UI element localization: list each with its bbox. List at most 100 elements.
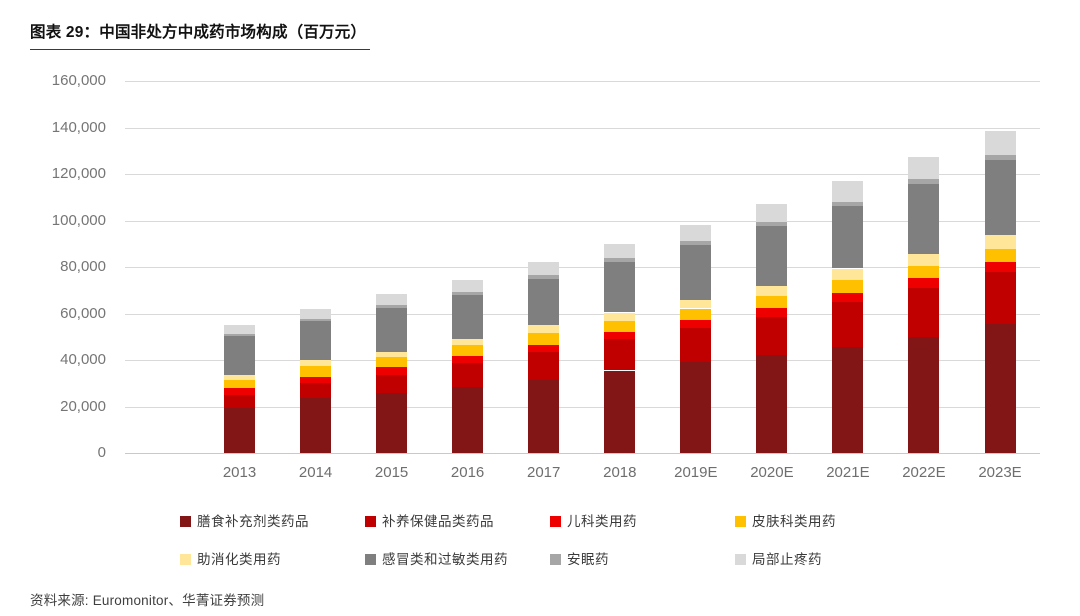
gridline-80000 (125, 267, 1040, 268)
bar-segment-2014-儿科类用药 (300, 376, 332, 384)
bar-segment-2021E-皮肤科类用药 (832, 280, 864, 293)
bar-segment-2022E-感冒类和过敏类用药 (908, 184, 940, 255)
bar-segment-2017-膳食补充剂类药品 (528, 380, 560, 453)
legend-item-补养保健品类药品: 补养保健品类药品 (365, 510, 494, 529)
legend-label: 皮肤科类用药 (752, 514, 836, 529)
bar-segment-2014-皮肤科类用药 (300, 366, 332, 377)
bar-segment-2015-补养保健品类药品 (376, 374, 408, 394)
gridline-100000 (125, 220, 1040, 222)
bar-segment-2021E-补养保健品类药品 (832, 301, 864, 347)
bar-segment-2018-安眠药 (604, 258, 636, 262)
x-axis-label-2016: 2016 (450, 464, 485, 481)
bar-segment-2013-安眠药 (224, 333, 255, 337)
bar-segment-2020E-儿科类用药 (756, 308, 788, 317)
bar-segment-2013-儿科类用药 (224, 388, 255, 396)
bar-segment-2022E-助消化类用药 (908, 254, 940, 267)
bar-segment-2014-助消化类用药 (300, 360, 332, 366)
bar-segment-2022E-皮肤科类用药 (908, 266, 940, 279)
x-axis-label-2020E: 2020E (750, 464, 794, 481)
bar-segment-2021E-儿科类用药 (832, 292, 864, 302)
bar-segment-2013-皮肤科类用药 (224, 380, 255, 389)
legend-swatch-icon (180, 554, 191, 565)
bar-segment-2019E-膳食补充剂类药品 (680, 361, 712, 453)
bar-segment-2013-补养保健品类药品 (224, 395, 255, 409)
legend-item-儿科类用药: 儿科类用药 (550, 510, 637, 529)
legend-item-安眠药: 安眠药 (550, 548, 609, 567)
legend-swatch-icon (550, 516, 561, 527)
bar-segment-2016-膳食补充剂类药品 (452, 386, 484, 453)
x-axis-label-2013: 2013 (222, 464, 257, 481)
bar-segment-2023E-膳食补充剂类药品 (984, 324, 1016, 453)
bar-segment-2020E-助消化类用药 (756, 286, 788, 297)
bar-segment-2021E-助消化类用药 (832, 268, 864, 281)
x-axis-label-2017: 2017 (527, 464, 561, 481)
gridline-120000 (125, 174, 1040, 175)
bar-segment-2022E-安眠药 (908, 179, 940, 185)
bar-segment-2017-助消化类用药 (528, 324, 560, 334)
legend-swatch-icon (735, 554, 746, 565)
bar-segment-2016-补养保健品类药品 (452, 362, 484, 387)
legend-label: 儿科类用药 (567, 514, 637, 529)
x-axis-label-2019E: 2019E (674, 464, 718, 481)
bar-segment-2019E-局部止疼药 (680, 224, 712, 241)
legend-item-感冒类和过敏类用药: 感冒类和过敏类用药 (365, 548, 508, 567)
legend-label: 助消化类用药 (197, 552, 281, 567)
bar-segment-2020E-膳食补充剂类药品 (756, 355, 788, 453)
legend-swatch-icon (550, 554, 561, 565)
bar-segment-2016-安眠药 (452, 292, 484, 296)
legend-item-局部止疼药: 局部止疼药 (735, 548, 822, 567)
bar-segment-2018-助消化类用药 (604, 312, 636, 321)
y-axis-label-100000: 100,000 (51, 211, 106, 229)
bar-segment-2014-局部止疼药 (300, 309, 332, 319)
bar-segment-2018-局部止疼药 (604, 243, 636, 259)
bar-segment-2019E-儿科类用药 (680, 320, 712, 329)
bar-segment-2013-感冒类和过敏类用药 (224, 336, 255, 375)
y-axis-label-140000: 140,000 (51, 118, 106, 136)
bar-segment-2023E-补养保健品类药品 (984, 271, 1016, 324)
bar-segment-2017-安眠药 (528, 275, 560, 279)
bar-segment-2018-感冒类和过敏类用药 (604, 261, 636, 313)
bar-segment-2023E-安眠药 (984, 154, 1016, 161)
x-axis-label-2021E: 2021E (826, 464, 870, 481)
y-axis-label-40000: 40,000 (60, 351, 106, 368)
gridline-60000 (125, 313, 1040, 315)
bar-segment-2013-助消化类用药 (224, 375, 255, 380)
bar-segment-2013-膳食补充剂类药品 (224, 408, 255, 453)
bar-segment-2016-局部止疼药 (452, 279, 484, 293)
gridline-20000 (125, 406, 1040, 408)
bar-segment-2017-感冒类和过敏类用药 (528, 278, 560, 325)
bar-segment-2018-儿科类用药 (604, 332, 636, 339)
bar-segment-2014-安眠药 (300, 318, 332, 322)
legend-label: 安眠药 (567, 552, 609, 567)
bar-segment-2016-皮肤科类用药 (452, 345, 484, 356)
bar-segment-2015-儿科类用药 (376, 367, 408, 375)
y-axis-label-160000: 160,000 (51, 72, 106, 89)
bar-segment-2016-感冒类和过敏类用药 (452, 295, 484, 340)
chart-title: 图表 29：中国非处方中成药市场构成（百万元） (30, 20, 371, 50)
bar-segment-2019E-补养保健品类药品 (680, 328, 712, 362)
bar-segment-2017-皮肤科类用药 (528, 333, 560, 345)
bar-segment-2019E-助消化类用药 (680, 300, 712, 309)
x-axis-label-2014: 2014 (298, 464, 333, 481)
bar-segment-2017-局部止疼药 (528, 261, 560, 276)
gridline-0 (125, 453, 1040, 454)
y-axis-label-80000: 80,000 (60, 258, 106, 275)
x-axis-label-2015: 2015 (374, 464, 409, 481)
bar-segment-2015-膳食补充剂类药品 (376, 393, 408, 453)
bar-segment-2023E-皮肤科类用药 (984, 249, 1016, 262)
legend-label: 膳食补充剂类药品 (197, 514, 309, 529)
y-axis-label-0: 0 (97, 444, 106, 461)
bar-segment-2015-助消化类用药 (376, 351, 408, 358)
bar-segment-2015-感冒类和过敏类用药 (376, 307, 408, 352)
legend-item-膳食补充剂类药品: 膳食补充剂类药品 (180, 510, 309, 529)
bar-segment-2023E-感冒类和过敏类用药 (984, 160, 1016, 236)
bar-segment-2019E-安眠药 (680, 240, 712, 245)
bar-segment-2014-感冒类和过敏类用药 (300, 321, 332, 360)
bar-segment-2016-助消化类用药 (452, 339, 484, 345)
bar-segment-2014-膳食补充剂类药品 (300, 398, 332, 453)
legend-item-皮肤科类用药: 皮肤科类用药 (735, 510, 836, 529)
x-axis-label-2023E: 2023E (978, 464, 1022, 481)
bar-segment-2020E-安眠药 (756, 221, 788, 226)
